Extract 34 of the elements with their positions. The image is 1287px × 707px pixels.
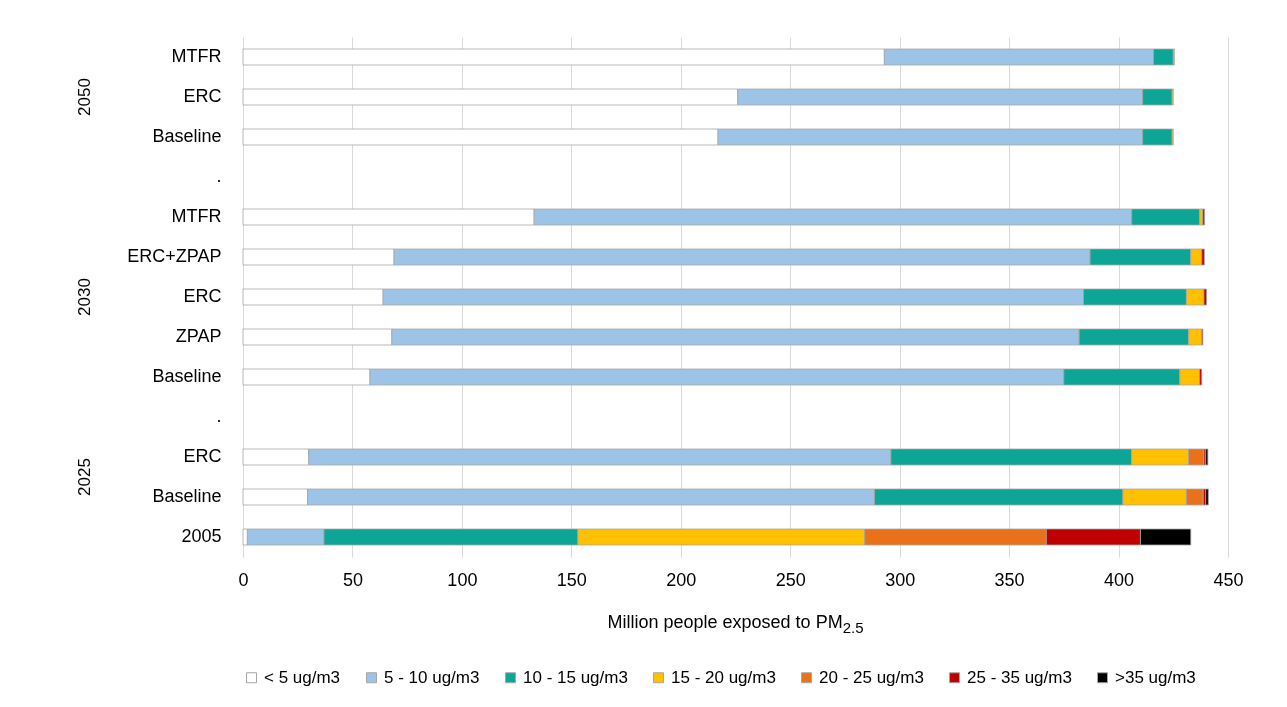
y-tick-label: 2005	[181, 526, 222, 546]
legend-label: 20 - 25 ug/m3	[819, 667, 924, 687]
y-tick-label: ERC	[183, 86, 222, 106]
y-tick-label: ERC	[183, 286, 222, 306]
text: 2050	[75, 78, 95, 116]
text: 2030	[75, 278, 95, 316]
x-tick-label: 200	[666, 569, 697, 590]
x-tick-label: 300	[885, 569, 916, 590]
y-tick-label: .	[216, 166, 222, 186]
x-tick-label: 150	[556, 569, 587, 590]
x-tick-label: 350	[994, 569, 1025, 590]
x-tick-label: 400	[1104, 569, 1135, 590]
x-tick-label: 450	[1213, 569, 1244, 590]
y-tick-label: MTFR	[171, 46, 222, 66]
legend-label: 25 - 35 ug/m3	[967, 667, 1072, 687]
text: 2025	[75, 458, 95, 496]
y-tick-label: ZPAP	[175, 326, 222, 346]
legend-label: 10 - 15 ug/m3	[523, 667, 628, 687]
x-tick-label: 50	[342, 569, 363, 590]
legend-label: < 5 ug/m3	[264, 667, 341, 687]
x-tick-label: 0	[238, 569, 249, 590]
y-tick-label: Baseline	[152, 126, 222, 146]
y-tick-label: Baseline	[152, 486, 222, 506]
y-tick-label: ERC+ZPAP	[127, 246, 222, 266]
x-tick-label: 250	[775, 569, 806, 590]
legend-label: 15 - 20 ug/m3	[671, 667, 776, 687]
x-tick-label: 100	[447, 569, 478, 590]
legend-label: >35 ug/m3	[1115, 667, 1196, 687]
x-axis-title: Million people exposed to PM$_{2.5}$	[607, 612, 864, 636]
y-tick-label: MTFR	[171, 206, 222, 226]
y-tick-label: Baseline	[152, 366, 222, 386]
y-tick-label: .	[216, 406, 222, 426]
legend-label: 5 - 10 ug/m3	[384, 667, 480, 687]
y-tick-label: ERC	[183, 446, 222, 466]
